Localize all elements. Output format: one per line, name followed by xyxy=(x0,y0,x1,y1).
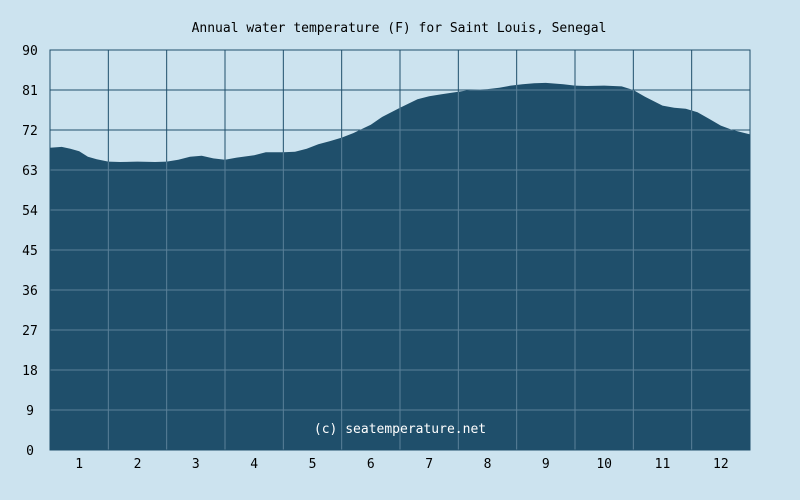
x-tick-label: 1 xyxy=(75,457,83,472)
x-tick-label: 9 xyxy=(542,457,550,472)
y-tick-label: 18 xyxy=(22,364,38,379)
y-tick-label: 90 xyxy=(22,44,38,59)
x-axis-ticks: 1 2 3 4 5 6 7 8 9 10 11 12 xyxy=(75,457,728,472)
x-tick-label: 10 xyxy=(596,457,612,472)
plot-frame xyxy=(49,49,751,451)
y-tick-label: 81 xyxy=(22,84,38,99)
credit-text: (c) seatemperature.net xyxy=(314,422,486,437)
x-tick-label: 8 xyxy=(484,457,492,472)
x-tick-label: 6 xyxy=(367,457,375,472)
x-tick-label: 12 xyxy=(713,457,729,472)
y-tick-label: 0 xyxy=(26,444,34,459)
y-tick-label: 54 xyxy=(22,204,38,219)
y-tick-label: 63 xyxy=(22,164,38,179)
y-axis-ticks: 0 9 18 27 36 45 54 63 72 81 90 xyxy=(22,44,38,459)
y-tick-label: 9 xyxy=(26,404,34,419)
y-tick-label: 27 xyxy=(22,324,38,339)
x-tick-label: 4 xyxy=(250,457,258,472)
x-tick-label: 2 xyxy=(134,457,142,472)
x-tick-label: 5 xyxy=(309,457,317,472)
chart-title: Annual water temperature (F) for Saint L… xyxy=(192,21,607,36)
x-tick-label: 7 xyxy=(425,457,433,472)
y-tick-label: 45 xyxy=(22,244,38,259)
y-tick-label: 72 xyxy=(22,124,38,139)
y-tick-label: 36 xyxy=(22,284,38,299)
x-tick-label: 3 xyxy=(192,457,200,472)
x-tick-label: 11 xyxy=(655,457,671,472)
